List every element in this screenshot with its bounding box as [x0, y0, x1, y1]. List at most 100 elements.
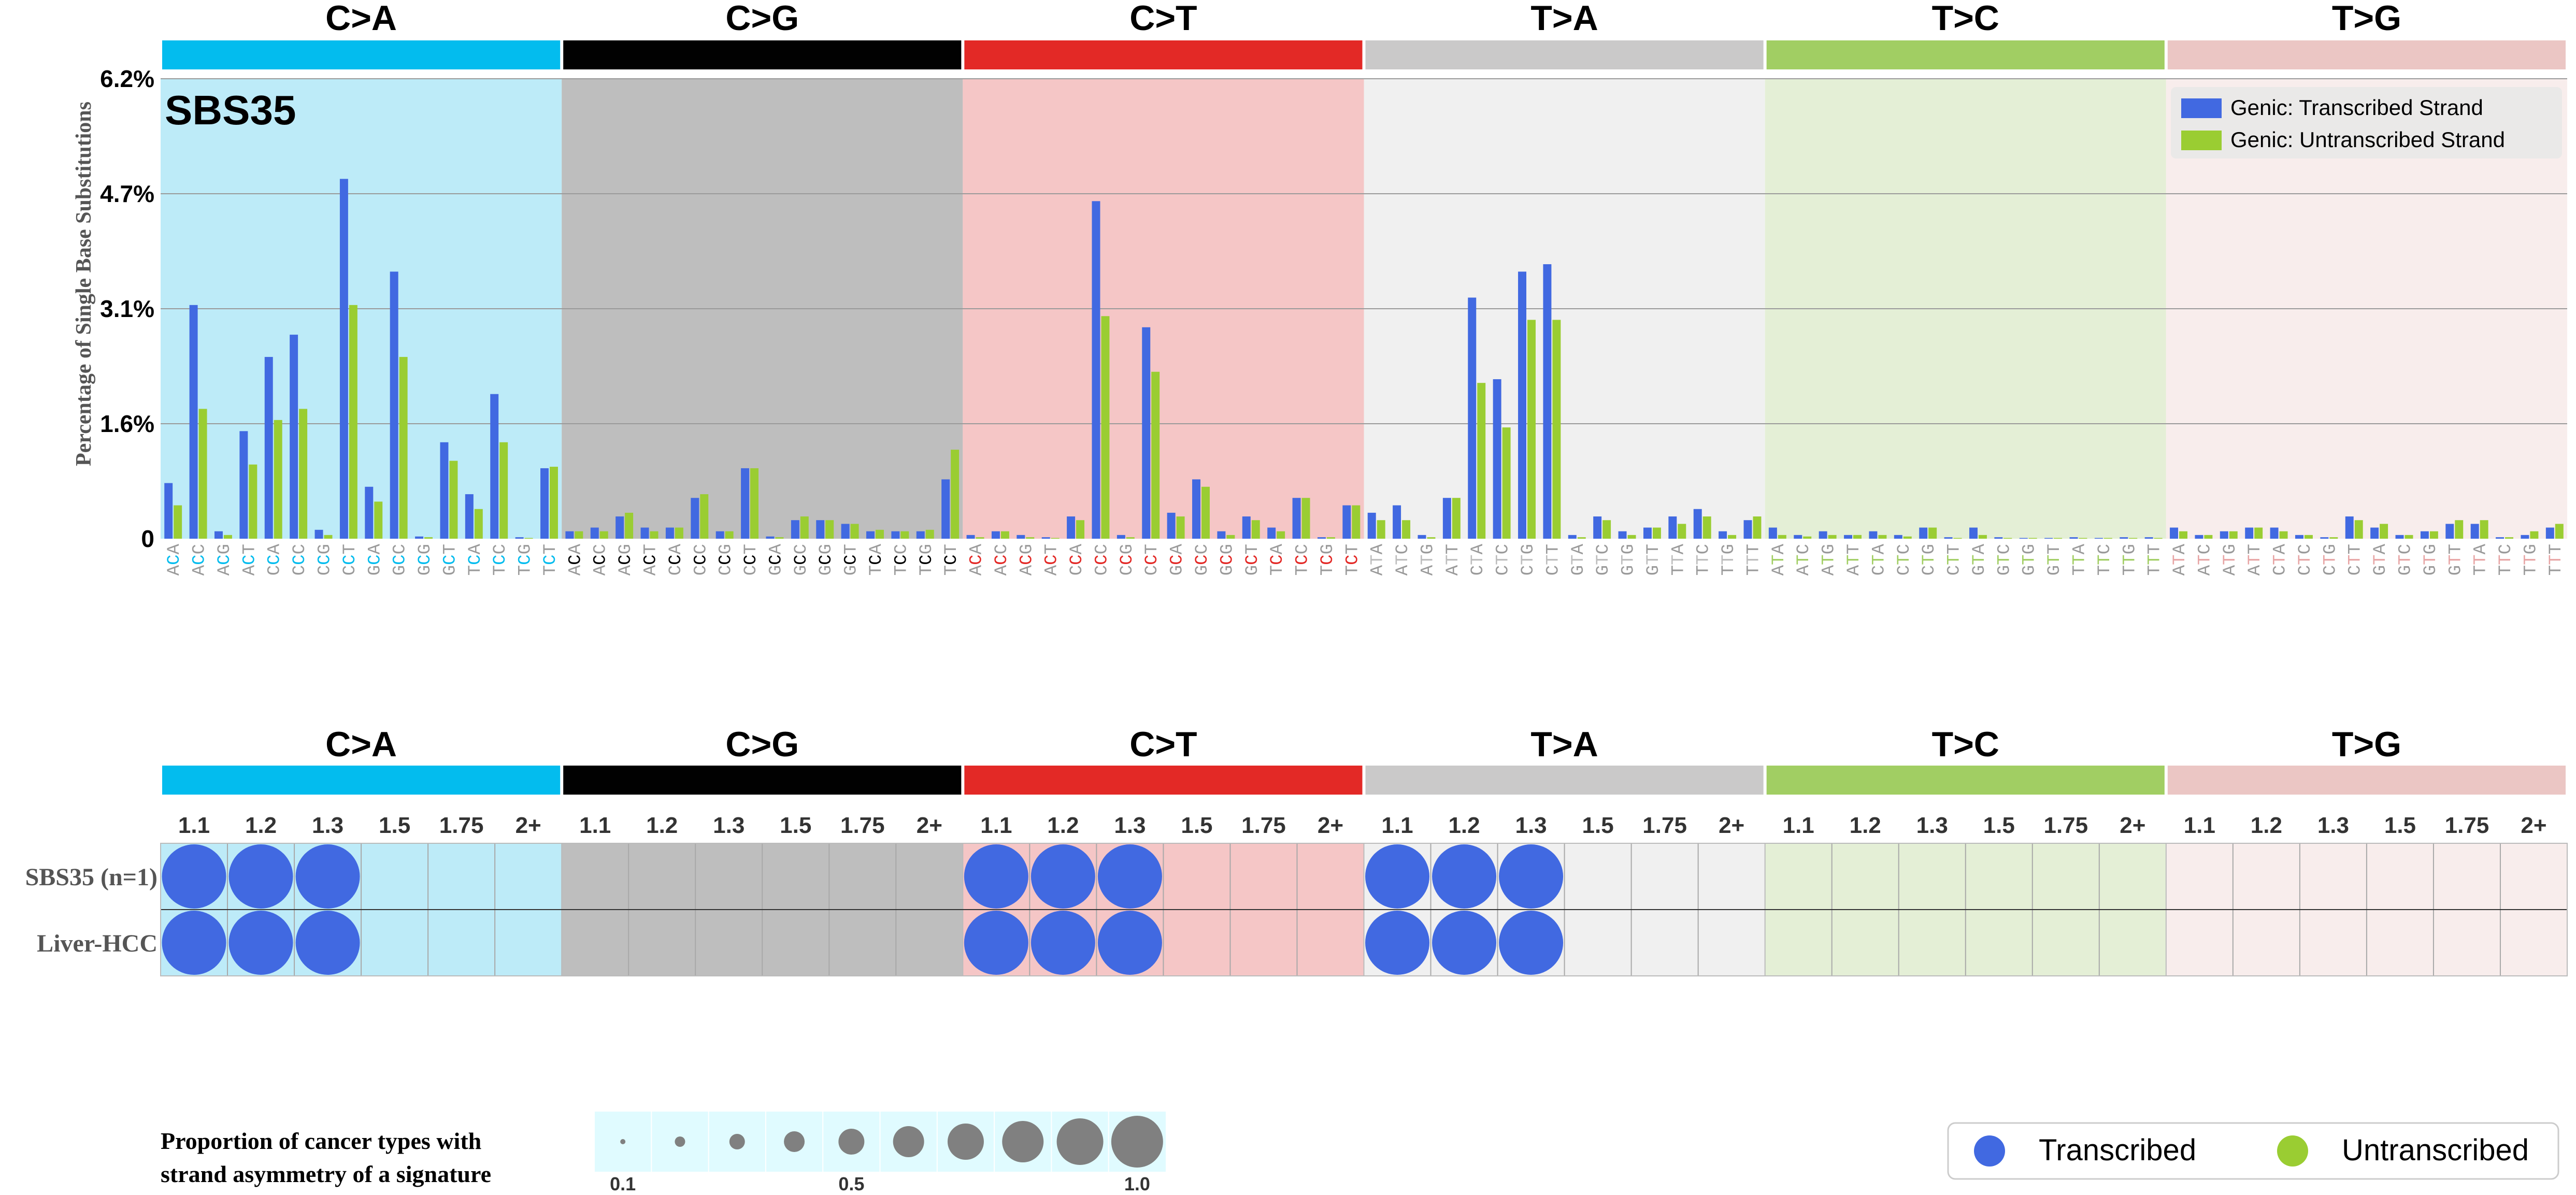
x-tick-40: GCA [1168, 543, 1187, 575]
bar-untranscribed-11 [449, 460, 458, 539]
bar-untranscribed-82 [2229, 531, 2238, 539]
x-tick-0: ACA [165, 543, 184, 575]
x-tick-49: ATC [1393, 544, 1413, 575]
x-tick-58: GTG [1619, 544, 1639, 575]
x-tick-41: GCC [1193, 544, 1212, 575]
bar-transcribed-38 [1117, 535, 1125, 539]
size-legend-tick-2: 1.0 [1124, 1173, 1150, 1194]
bar-untranscribed-93 [2505, 537, 2514, 539]
x-tick-23: CCT [741, 544, 761, 575]
bar-transcribed-37 [1092, 201, 1100, 539]
bar-untranscribed-28 [875, 529, 884, 539]
bar-transcribed-32 [966, 535, 975, 539]
bar-untranscribed-59 [1652, 527, 1661, 539]
x-tick-34: ACG [1017, 544, 1037, 575]
bar-transcribed-35 [1041, 537, 1050, 539]
x-tick-32: ACA [967, 543, 987, 575]
x-tick-10: GCG [416, 544, 435, 575]
bar-transcribed-17 [590, 527, 599, 539]
bar-untranscribed-50 [1427, 537, 1436, 539]
x-tick-86: CTG [2321, 544, 2340, 575]
x-tick-7: CCT [340, 544, 360, 575]
bar-untranscribed-52 [1477, 383, 1486, 539]
x-tick-12: TCA [466, 543, 485, 575]
bar-transcribed-22 [715, 531, 724, 539]
bar-untranscribed-62 [1728, 535, 1737, 539]
threshold-label-27: 1.5 [1983, 813, 2015, 838]
asymmetry-grid [160, 843, 2568, 976]
size-legend-title-line2: strand asymmetry of a signature [161, 1161, 491, 1187]
asymmetry-dot-0-2-0 [964, 844, 1028, 909]
top-mutation-type-headers: C>A C>G C>T T>A T>C T>G [162, 0, 2566, 69]
bottom-mutation-type-headers: C>A C>G C>T T>A T>C T>G [162, 725, 2566, 795]
bar-transcribed-9 [390, 271, 398, 539]
asymmetry-dot-0-0-2 [295, 844, 360, 909]
bar-untranscribed-6 [324, 535, 333, 539]
bar-untranscribed-65 [1803, 536, 1812, 539]
bar-transcribed-55 [1543, 264, 1552, 539]
header-label-3: T>A [1530, 0, 1598, 38]
bar-transcribed-6 [314, 529, 323, 539]
bar-series [164, 179, 2564, 539]
bar-untranscribed-37 [1101, 316, 1110, 539]
size-legend-dot-2 [729, 1134, 745, 1149]
x-tick-26: GCG [817, 544, 836, 575]
bar-untranscribed-44 [1277, 531, 1285, 539]
x-tick-61: TTC [1694, 544, 1714, 575]
x-tick-73: GTC [1995, 544, 2014, 575]
bar-transcribed-39 [1142, 327, 1151, 539]
bar-transcribed-78 [2120, 537, 2128, 539]
bar-transcribed-43 [1242, 516, 1251, 539]
x-tick-46: TCG [1318, 544, 1338, 575]
threshold-label-19: 1.2 [1448, 813, 1480, 838]
x-tick-35: ACT [1042, 544, 1062, 575]
x-tick-94: TTG [2521, 544, 2541, 575]
bottom-header-label-1: C>G [725, 725, 799, 764]
x-tick-5: CCC [290, 544, 310, 575]
bar-untranscribed-29 [900, 531, 909, 539]
bar-transcribed-3 [239, 431, 248, 539]
bar-transcribed-10 [415, 536, 424, 539]
bar-untranscribed-42 [1226, 535, 1235, 539]
threshold-label-1: 1.2 [245, 813, 277, 838]
x-tick-56: GTA [1569, 543, 1588, 575]
bar-untranscribed-24 [775, 537, 784, 539]
header-label-1: C>G [725, 0, 799, 38]
bar-untranscribed-88 [2380, 524, 2388, 539]
x-tick-83: ATT [2245, 544, 2265, 575]
bar-transcribed-68 [1869, 531, 1878, 539]
bar-untranscribed-25 [800, 516, 809, 539]
bar-untranscribed-54 [1527, 320, 1536, 539]
header-bar-0 [162, 40, 561, 69]
x-tick-64: ATA [1769, 543, 1789, 575]
header-bar-3 [1365, 40, 1764, 69]
bar-transcribed-33 [991, 531, 1000, 539]
bar-untranscribed-83 [2254, 527, 2263, 539]
x-tick-45: TCC [1293, 544, 1313, 575]
bar-untranscribed-68 [1878, 535, 1887, 539]
bar-untranscribed-48 [1377, 520, 1385, 539]
bottom-header-bar-2 [964, 766, 1363, 795]
bar-transcribed-87 [2345, 516, 2354, 539]
x-tick-59: GTT [1644, 544, 1664, 575]
bar-untranscribed-64 [1778, 535, 1786, 539]
bar-transcribed-85 [2295, 535, 2303, 539]
x-tick-8: GCA [365, 543, 385, 575]
bar-transcribed-73 [1994, 537, 2003, 539]
x-tick-25: GCC [792, 544, 811, 575]
bar-untranscribed-18 [625, 512, 634, 539]
bar-untranscribed-71 [1953, 538, 1962, 539]
bar-untranscribed-17 [599, 531, 608, 539]
x-tick-95: TTT [2546, 544, 2566, 575]
bar-transcribed-13 [490, 394, 499, 539]
x-tick-80: ATA [2170, 543, 2190, 575]
bar-untranscribed-87 [2354, 520, 2363, 539]
bar-untranscribed-39 [1151, 371, 1160, 539]
bar-untranscribed-78 [2129, 538, 2138, 539]
bar-transcribed-52 [1468, 297, 1477, 539]
x-tick-63: TTT [1744, 544, 1764, 575]
x-tick-82: ATG [2221, 544, 2240, 575]
size-legend-dot-0 [620, 1139, 626, 1144]
bar-transcribed-93 [2496, 537, 2505, 539]
bar-untranscribed-55 [1552, 320, 1561, 539]
